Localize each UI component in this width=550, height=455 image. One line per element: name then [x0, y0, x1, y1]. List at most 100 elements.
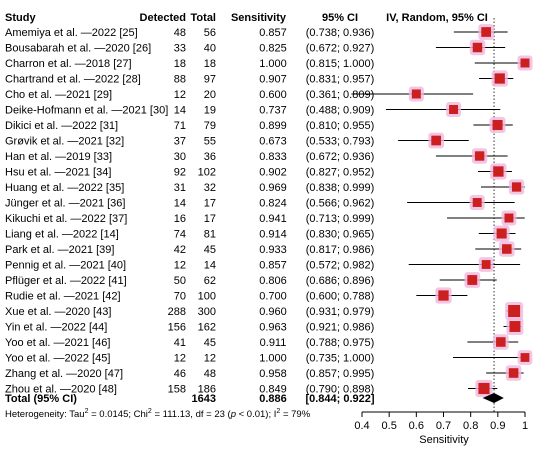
study-label: Yin et al. —2022 [44] [5, 322, 107, 334]
header-total: Total [191, 12, 216, 24]
study-sensitivity: 0.914 [259, 229, 287, 241]
study-estimate-square [504, 213, 514, 223]
study-detected: 31 [174, 182, 186, 194]
study-total: 18 [204, 58, 216, 70]
study-total: 12 [204, 353, 216, 365]
study-total: 45 [204, 244, 216, 256]
study-estimate-square [496, 337, 506, 347]
study-estimate-square [496, 228, 507, 239]
x-tick-label: 0.9 [490, 420, 505, 432]
study-ci: (0.857; 0.995) [306, 368, 375, 380]
study-detected: 74 [174, 229, 186, 241]
study-detected: 41 [174, 337, 186, 349]
x-tick-label: 0.4 [354, 420, 369, 432]
study-ci: (0.361; 0.809) [306, 89, 375, 101]
study-total: 79 [204, 120, 216, 132]
study-total: 162 [198, 322, 216, 334]
study-detected: 33 [174, 43, 186, 55]
study-total: 97 [204, 74, 216, 86]
study-total: 19 [204, 105, 216, 117]
study-total: 48 [204, 368, 216, 380]
study-label: Xue et al. —2020 [43] [5, 306, 111, 318]
plot-marks [351, 24, 533, 398]
study-detected: 18 [174, 58, 186, 70]
study-total: 40 [204, 43, 216, 55]
study-total: 102 [198, 167, 216, 179]
study-sensitivity: 0.899 [259, 120, 287, 132]
header-ci: 95% CI [322, 12, 358, 24]
study-label: Zhou et al. —2020 [48] [5, 384, 117, 396]
study-ci: (0.600; 0.788) [306, 291, 375, 303]
study-sensitivity: 0.849 [259, 384, 287, 396]
study-detected: 46 [174, 368, 186, 380]
study-total: 45 [204, 337, 216, 349]
study-ci: (0.830; 0.965) [306, 229, 375, 241]
study-ci: (0.738; 0.936) [306, 27, 375, 39]
study-estimate-square [411, 89, 421, 99]
study-label: Kikuchi et al. —2022 [37] [5, 213, 127, 225]
study-sensitivity: 0.600 [259, 89, 287, 101]
study-detected: 42 [174, 244, 186, 256]
study-label: Zhang et al. —2020 [47] [5, 368, 123, 380]
study-estimate-square [511, 182, 522, 192]
study-estimate-square [481, 260, 491, 269]
study-ci: (0.838; 0.999) [306, 182, 375, 194]
study-detected: 30 [174, 151, 186, 163]
total-ci: [0.844; 0.922] [305, 393, 374, 405]
study-label: Yoo et al. —2021 [46] [5, 337, 110, 349]
study-ci: (0.672; 0.936) [306, 151, 375, 163]
study-detected: 48 [174, 27, 186, 39]
study-ci: (0.572; 0.982) [306, 260, 375, 272]
study-label: Park et al. —2021 [39] [5, 244, 114, 256]
study-detected: 92 [174, 167, 186, 179]
study-sensitivity: 0.958 [259, 368, 287, 380]
study-sensitivity: 0.700 [259, 291, 287, 303]
study-detected: 14 [174, 198, 186, 210]
study-total: 100 [198, 291, 216, 303]
study-total: 55 [204, 136, 216, 148]
study-ci: (0.488; 0.909) [306, 105, 375, 117]
study-ci: (0.921; 0.986) [306, 322, 375, 334]
study-sensitivity: 1.000 [259, 58, 287, 70]
study-detected: 16 [174, 213, 186, 225]
study-estimate-square [472, 198, 482, 207]
study-sensitivity: 0.857 [259, 27, 287, 39]
study-total: 17 [204, 198, 216, 210]
study-label: Amemiya et al. —2022 [25] [5, 27, 138, 39]
study-detected: 88 [174, 74, 186, 86]
study-total: 81 [204, 229, 216, 241]
study-detected: 37 [174, 136, 186, 148]
heterogeneity-text: Heterogeneity: Tau2 = 0.0145; Chi2 = 111… [5, 408, 311, 420]
study-label: Huang et al. —2022 [35] [5, 182, 124, 194]
study-estimate-square [509, 321, 521, 332]
header-sensitivity: Sensitivity [231, 12, 287, 24]
study-estimate-square [438, 290, 449, 301]
study-label: Pflüger et al. —2022 [41] [5, 275, 127, 287]
study-detected: 71 [174, 120, 186, 132]
x-axis-ticks: 0.4 0.5 0.6 0.7 0.8 0.9 1 [354, 412, 528, 432]
study-sensitivity: 0.963 [259, 322, 287, 334]
study-ci: (0.533; 0.793) [306, 136, 375, 148]
study-ci: (0.827; 0.952) [306, 167, 375, 179]
study-sensitivity: 0.806 [259, 275, 287, 287]
study-label: Liang et al. —2022 [14] [5, 229, 119, 241]
study-sensitivity: 0.673 [259, 136, 287, 148]
study-ci: (0.815; 1.000) [306, 58, 375, 70]
study-estimate-square [472, 42, 483, 53]
pooled-estimate-diamond [482, 393, 504, 403]
study-ci: (0.672; 0.927) [306, 43, 375, 55]
study-total: 56 [204, 27, 216, 39]
header-study: Study [5, 12, 36, 24]
study-estimate-square [508, 368, 519, 378]
study-detected: 12 [174, 260, 186, 272]
study-ci: (0.686; 0.896) [306, 275, 375, 287]
study-label: Rudie et al. —2021 [42] [5, 291, 121, 303]
study-sensitivity: 0.933 [259, 244, 287, 256]
study-detected: 158 [168, 384, 186, 396]
study-estimate-square [502, 244, 512, 254]
study-rows: Amemiya et al. —2022 [25] 48 56 0.857 (0.738… [5, 27, 374, 396]
study-estimate-square [520, 58, 530, 68]
study-ci: (0.817; 0.986) [306, 244, 375, 256]
study-total: 36 [204, 151, 216, 163]
study-estimate-square [474, 151, 485, 161]
